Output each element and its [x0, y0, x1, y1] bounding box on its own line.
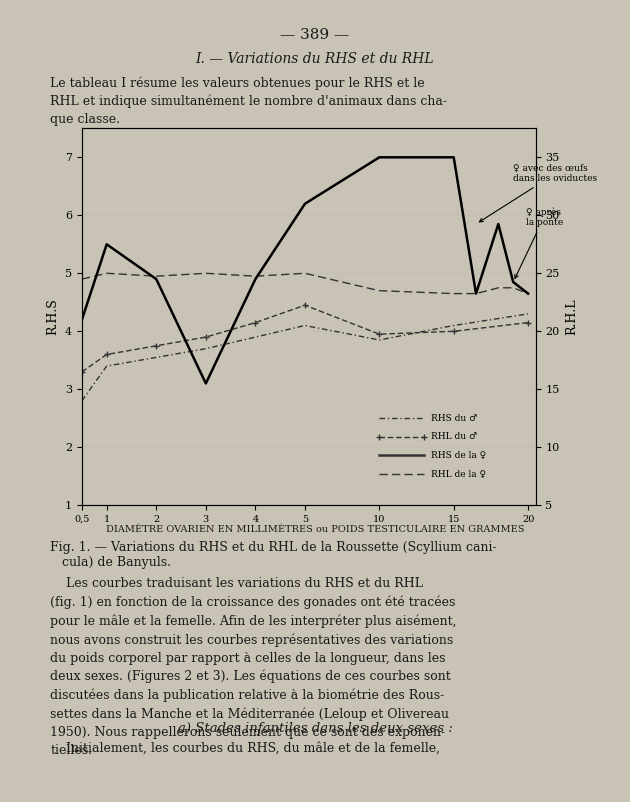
Text: ♀ après
la ponte: ♀ après la ponte: [515, 207, 563, 278]
Text: RHS de la ♀: RHS de la ♀: [432, 451, 486, 460]
Y-axis label: R.H.L: R.H.L: [565, 298, 578, 335]
Text: Le tableau I résume les valeurs obtenues pour le RHS et le
RHL et indique simult: Le tableau I résume les valeurs obtenues…: [50, 76, 447, 127]
Text: Initialement, les courbes du RHS, du mâle et de la femelle,: Initialement, les courbes du RHS, du mâl…: [50, 742, 440, 755]
Text: — 389 —: — 389 —: [280, 28, 350, 42]
Text: DIAMÈTRE OVARIEN EN MILLIMÈTRES ou POIDS TESTICULAIRE EN GRAMMES: DIAMÈTRE OVARIEN EN MILLIMÈTRES ou POIDS…: [106, 525, 524, 534]
Text: Les courbes traduisant les variations du RHS et du RHL
(fig. 1) en fonction de l: Les courbes traduisant les variations du…: [50, 577, 457, 757]
Text: I. — Variations du RHS et du RHL: I. — Variations du RHS et du RHL: [196, 52, 434, 66]
Text: RHS du ♂: RHS du ♂: [432, 414, 478, 423]
Text: ♀ avec des œufs
dans les oviductes: ♀ avec des œufs dans les oviductes: [479, 164, 597, 222]
Text: RHL du ♂: RHL du ♂: [432, 432, 478, 441]
Y-axis label: R.H.S: R.H.S: [47, 298, 59, 335]
Text: RHL de la ♀: RHL de la ♀: [432, 469, 486, 479]
Text: Fig. 1. — Variations du RHS et du RHL de la Roussette (Scyllium cani-
   cula) d: Fig. 1. — Variations du RHS et du RHL de…: [50, 541, 497, 569]
Text: a) Stades infantiles dans les deux sexes :: a) Stades infantiles dans les deux sexes…: [178, 722, 452, 735]
